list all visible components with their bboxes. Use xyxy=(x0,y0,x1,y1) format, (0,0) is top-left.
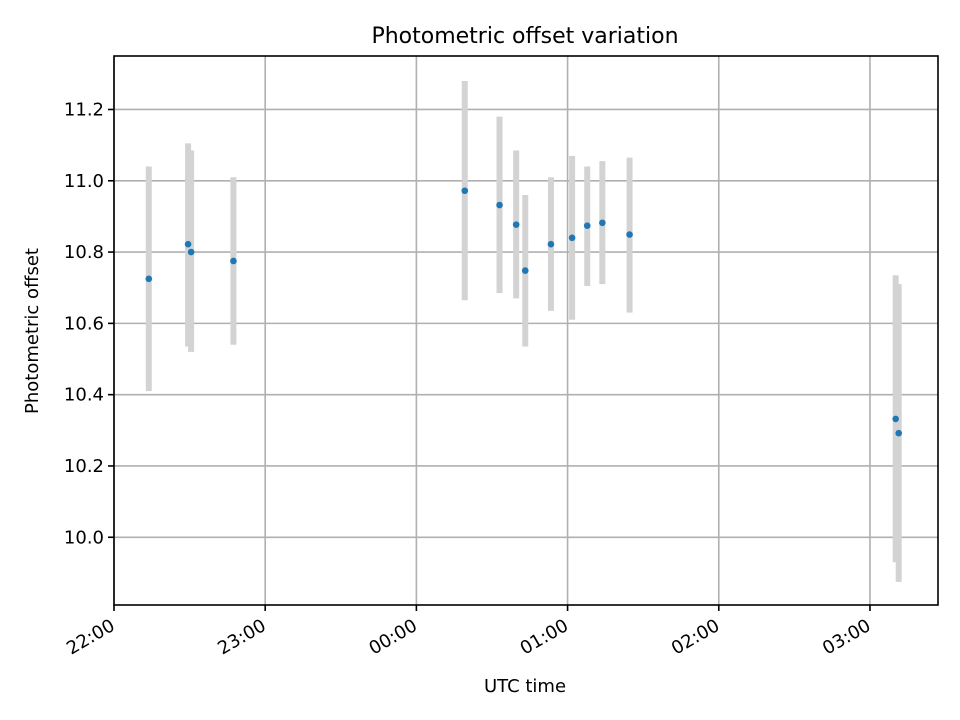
data-point xyxy=(547,240,555,248)
data-point xyxy=(626,231,633,238)
tick-layer: 22:00 23:00 00:00 01:00 02:00 03:00 10.0 10.2 10… xyxy=(63,99,874,659)
data-point xyxy=(230,257,237,265)
x-tick-label: 03:00 xyxy=(819,615,874,659)
data-point xyxy=(583,222,591,229)
data-point xyxy=(599,219,606,227)
x-tick-label: 22:00 xyxy=(63,615,118,659)
x-tick-label: 00:00 xyxy=(365,615,420,659)
plot-frame xyxy=(113,55,939,606)
x-tick-label: 02:00 xyxy=(668,615,723,659)
data-point xyxy=(521,267,529,274)
data-point xyxy=(512,221,520,228)
chart-title: Photometric offset variation xyxy=(371,24,678,49)
x-axis-label: UTC time xyxy=(484,676,566,697)
y-tick-label: 10.8 xyxy=(64,242,104,263)
errorbar-layer xyxy=(145,80,902,582)
y-tick-label: 11.2 xyxy=(64,99,104,120)
x-tick-label: 23:00 xyxy=(214,615,269,659)
data-point xyxy=(496,201,503,209)
y-tick-label: 11.0 xyxy=(64,171,104,192)
data-point xyxy=(461,187,469,195)
y-tick-label: 10.2 xyxy=(64,456,104,477)
data-point xyxy=(187,248,195,256)
y-axis-label: Photometric offset xyxy=(22,248,43,414)
grid-layer xyxy=(113,56,938,605)
y-tick-label: 10.6 xyxy=(64,313,104,334)
point-layer xyxy=(145,187,902,437)
y-tick-label: 10.4 xyxy=(64,385,104,406)
x-tick-label: 01:00 xyxy=(517,615,572,659)
y-tick-label: 10.0 xyxy=(64,527,104,548)
data-point xyxy=(145,275,153,283)
data-point xyxy=(568,234,576,242)
data-point xyxy=(892,415,899,423)
data-point xyxy=(895,429,902,437)
data-point xyxy=(184,240,192,248)
